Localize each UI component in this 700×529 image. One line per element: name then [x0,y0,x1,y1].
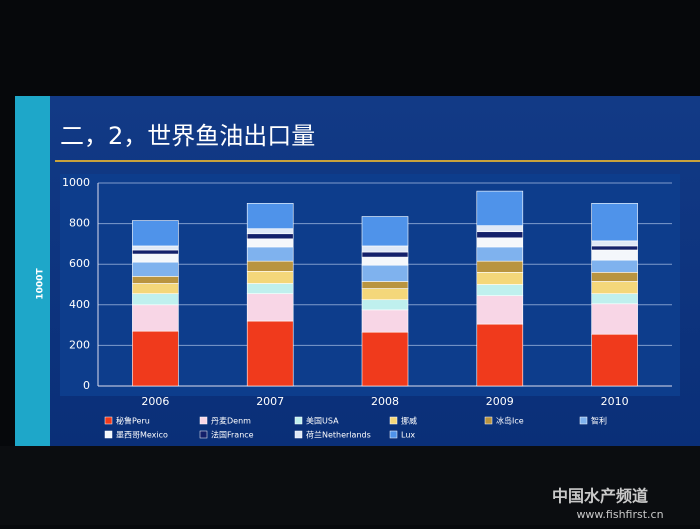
bar-segment [361,281,409,289]
bar-segment [361,256,409,266]
bar-segment [591,333,638,387]
bar-segment [361,216,409,247]
legend-label: 冰岛Ice [496,416,524,426]
x-tick-label: 2009 [486,395,514,408]
bar-segment [246,271,294,284]
bar-segment [361,309,409,333]
bar-segment [476,295,524,325]
legend-label: Lux [401,431,415,440]
bar-segment [246,260,294,272]
slide-strip [15,96,50,446]
bar-segment [591,259,638,273]
bar-segment [591,240,638,247]
y-axis-label: 1000T [36,268,46,300]
bar-segment [591,245,638,251]
legend-swatch [199,430,208,439]
bar-segment [591,303,638,335]
y-tick-label: 1000 [62,176,90,189]
legend-swatch [579,416,588,425]
bar-segment [246,246,294,262]
watermark-url: www.fishfirst.cn [576,508,663,521]
legend-label: 丹麦Denm [211,416,251,426]
bar-segment [591,281,638,294]
legend-swatch [389,416,398,425]
legend-label: 挪威 [401,416,417,426]
bar-segment [361,288,409,301]
legend-swatch [104,430,113,439]
y-tick-label: 200 [69,338,90,351]
bar-segment [476,323,524,387]
y-tick-label: 400 [69,298,90,311]
title-rule [55,160,700,162]
bar-segment [361,331,409,387]
bar-segment [476,225,524,233]
bar-segment [246,320,294,387]
legend-swatch [389,430,398,439]
legend-label: 秘鲁Peru [116,416,150,426]
legend-swatch [104,416,113,425]
bar-segment [476,272,524,285]
bar-segment [476,260,524,273]
bar-segment [132,276,179,284]
watermark-name: 中国水产频道 [552,487,648,506]
legend-swatch [294,416,303,425]
bar-segment [591,293,638,305]
bar-segment [476,190,524,226]
bar-segment [591,272,638,282]
legend-swatch [199,416,208,425]
x-tick-label: 2010 [601,395,629,408]
bar-segment [246,293,294,322]
chart-title: 二，2，世界鱼油出口量 [60,122,315,150]
bar-segment [591,249,638,261]
bar-segment [246,203,294,229]
legend-swatch [294,430,303,439]
bar-segment [246,283,294,294]
x-tick-label: 2006 [141,395,169,408]
stage [0,446,700,525]
bar-segment [476,284,524,296]
bar-segment [132,293,179,306]
bar-segment [246,228,294,235]
bar-segment [246,238,294,248]
bar-segment [132,245,179,251]
bar-segment [132,283,179,294]
x-tick-label: 2007 [256,395,284,408]
legend-label: 墨西哥Mexico [116,431,168,440]
bar-segment [132,330,179,387]
bar-segment [132,304,179,332]
x-tick-label: 2008 [371,395,399,408]
bar-segment [361,264,409,282]
legend-label: 法国France [211,430,254,440]
y-tick-label: 0 [83,379,90,392]
bar-segment [361,299,409,311]
bar-segment [246,233,294,240]
y-tick-label: 800 [69,217,90,230]
bar-segment [132,220,179,247]
bar-segment [476,231,524,239]
legend-label: 美国USA [306,416,339,426]
legend-label: 荷兰Netherlands [306,430,371,440]
bar-segment [591,203,638,242]
bar-segment [132,253,179,263]
bar-segment [476,237,524,248]
bar-segment [476,246,524,262]
legend-label: 智利 [591,416,607,426]
legend-swatch [484,416,493,425]
bar-segment [361,251,409,258]
bar-segment [132,249,179,255]
bar-segment [132,261,179,277]
y-tick-label: 600 [69,257,90,270]
bar-segment [361,245,409,253]
